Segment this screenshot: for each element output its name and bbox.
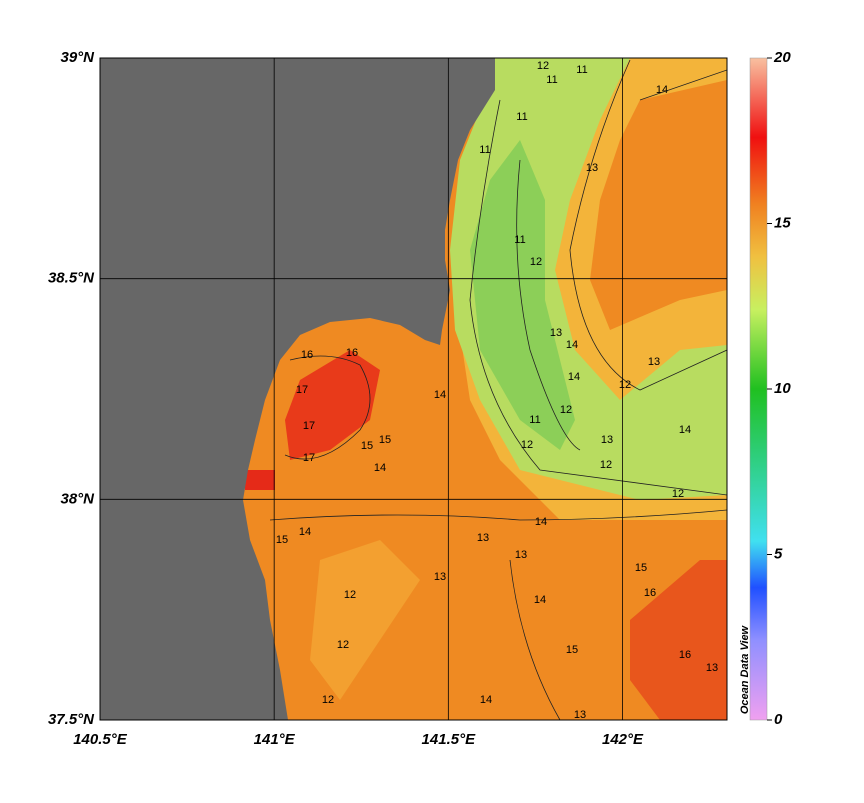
contour-label: 15 <box>276 534 288 546</box>
contour-label: 15 <box>379 434 391 446</box>
contour-label: 13 <box>706 662 718 674</box>
contour-label: 17 <box>296 384 308 396</box>
contour-label: 12 <box>337 639 349 651</box>
contour-label: 12 <box>344 589 356 601</box>
contour-label: 15 <box>635 562 647 574</box>
contour-label: 17 <box>303 420 315 432</box>
contour-label: 16 <box>679 649 691 661</box>
contour-label: 12 <box>322 694 334 706</box>
contour-label: 12 <box>600 459 612 471</box>
colorbar <box>749 57 768 721</box>
colorbar-label: 20 <box>773 49 791 66</box>
warm-patch <box>630 560 727 720</box>
contour-label: 13 <box>574 709 586 721</box>
y-tick-label: 39°N <box>60 49 95 66</box>
contour <box>569 59 727 391</box>
x-tick-label: 141°E <box>254 731 296 748</box>
cold-core <box>470 140 575 450</box>
contour-label: 14 <box>434 389 446 401</box>
x-tick-label: 142°E <box>602 731 644 748</box>
contour-label: 14 <box>566 339 578 351</box>
contour-label: 14 <box>535 516 547 528</box>
contour-label: 13 <box>586 162 598 174</box>
contour-label: 14 <box>568 371 580 383</box>
map-area <box>100 58 727 720</box>
contour-label: 13 <box>477 532 489 544</box>
contour-label: 13 <box>550 327 562 339</box>
contour-label: 15 <box>361 440 373 452</box>
contour-label: 15 <box>566 644 578 656</box>
colorbar-label: 5 <box>774 545 783 562</box>
mild-patch <box>310 540 420 700</box>
contour-label: 14 <box>299 526 311 538</box>
colorbar-label: 10 <box>774 380 791 397</box>
contour-label: 12 <box>521 439 533 451</box>
contour-label: 11 <box>479 144 490 156</box>
x-tick-label: 141.5°E <box>422 731 477 748</box>
contour-label: 14 <box>679 424 691 436</box>
warm-patch <box>285 350 380 460</box>
colorbar-label: 0 <box>774 711 783 728</box>
contour-label: 11 <box>576 64 587 76</box>
contour-label: 13 <box>434 571 446 583</box>
contour-label: 16 <box>346 347 358 359</box>
contour <box>469 99 727 496</box>
contour-label: 11 <box>546 74 557 86</box>
contour <box>269 509 727 521</box>
contour-label: 13 <box>601 434 613 446</box>
colorbar-label: 15 <box>774 214 791 231</box>
watermark: Ocean Data View <box>739 624 751 714</box>
contour-label: 12 <box>530 256 542 268</box>
contour-label: 14 <box>656 84 668 96</box>
contour-label: 14 <box>374 462 386 474</box>
land <box>100 58 495 720</box>
contour-label: 11 <box>514 234 525 246</box>
contour-label: 13 <box>515 549 527 561</box>
contour-label: 11 <box>529 414 540 426</box>
contour <box>284 355 371 460</box>
warm-patch <box>245 470 275 490</box>
y-tick-label: 38.5°N <box>48 270 95 287</box>
contour-label: 12 <box>672 488 684 500</box>
contour-label: 11 <box>516 111 527 123</box>
contour-label: 14 <box>480 694 492 706</box>
y-tick-label: 37.5°N <box>48 711 95 728</box>
y-tick-label: 38°N <box>60 490 95 507</box>
x-tick-label: 140.5°E <box>73 731 128 748</box>
contour-label: 17 <box>303 452 315 464</box>
contour-label: 16 <box>644 587 656 599</box>
contour-label: 12 <box>537 60 549 72</box>
contour <box>509 559 561 720</box>
contour <box>516 159 581 451</box>
contour <box>639 69 727 101</box>
contour-label: 16 <box>301 349 313 361</box>
contour-label: 12 <box>619 379 631 391</box>
contour-label: 12 <box>560 404 572 416</box>
contour-label: 14 <box>534 594 546 606</box>
contour-label: 13 <box>648 356 660 368</box>
